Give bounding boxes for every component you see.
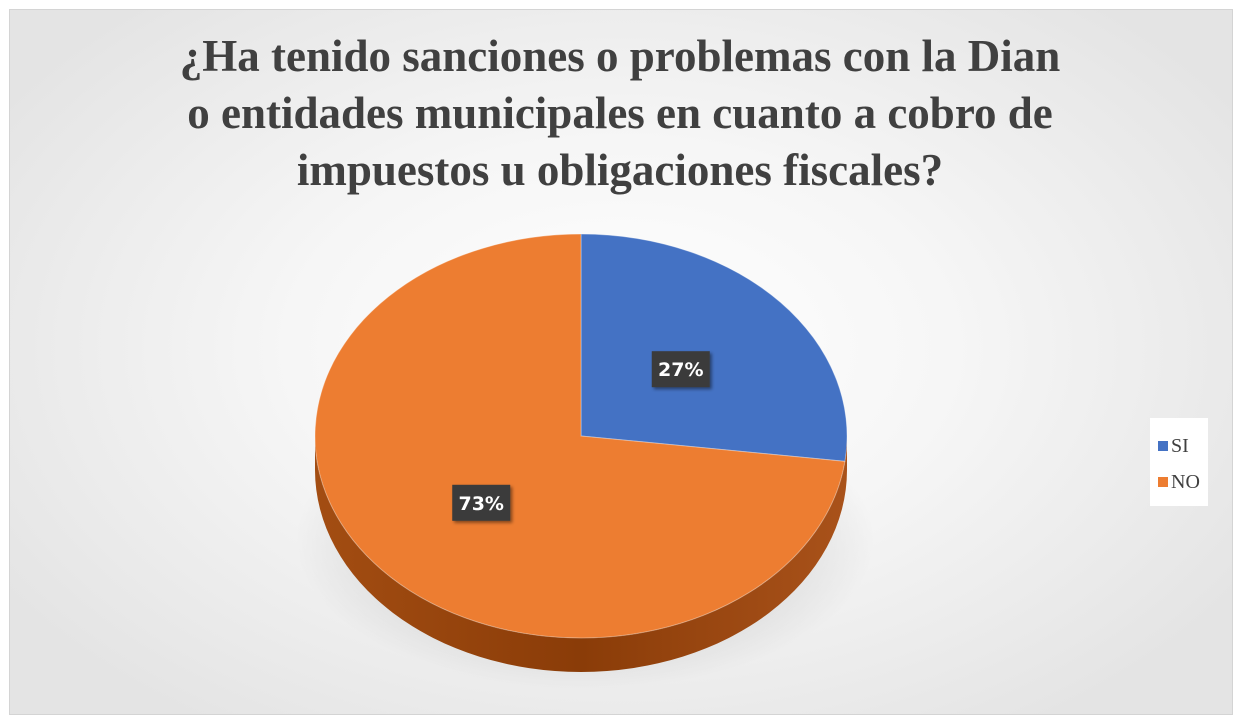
legend-label-no: NO <box>1171 471 1200 493</box>
pie-slice-no <box>314 233 846 639</box>
data-label-text: 27% <box>658 359 703 381</box>
pie-side-wall <box>315 436 847 672</box>
data-label-text: 73% <box>458 493 503 515</box>
legend: SI NO <box>1150 418 1208 506</box>
legend-swatch-no <box>1158 477 1168 487</box>
data-label-box <box>452 484 511 521</box>
data-label-no: 73% <box>452 484 511 521</box>
legend-swatch-si <box>1158 441 1168 451</box>
legend-item-no: NO <box>1158 470 1200 494</box>
legend-item-si: SI <box>1158 434 1189 458</box>
data-label-box <box>651 351 710 388</box>
chart-title-line-3: impuestos u obligaciones fiscales? <box>296 145 944 195</box>
data-label-si: 27% <box>651 351 710 388</box>
chart-title: ¿Ha tenido sanciones o problemas con la … <box>60 28 1180 199</box>
pie-slice-si <box>580 233 848 462</box>
chart-title-line-2: o entidades municipales en cuanto a cobr… <box>187 88 1053 138</box>
chart-title-line-1: ¿Ha tenido sanciones o problemas con la … <box>179 31 1061 81</box>
legend-label-si: SI <box>1171 435 1189 457</box>
